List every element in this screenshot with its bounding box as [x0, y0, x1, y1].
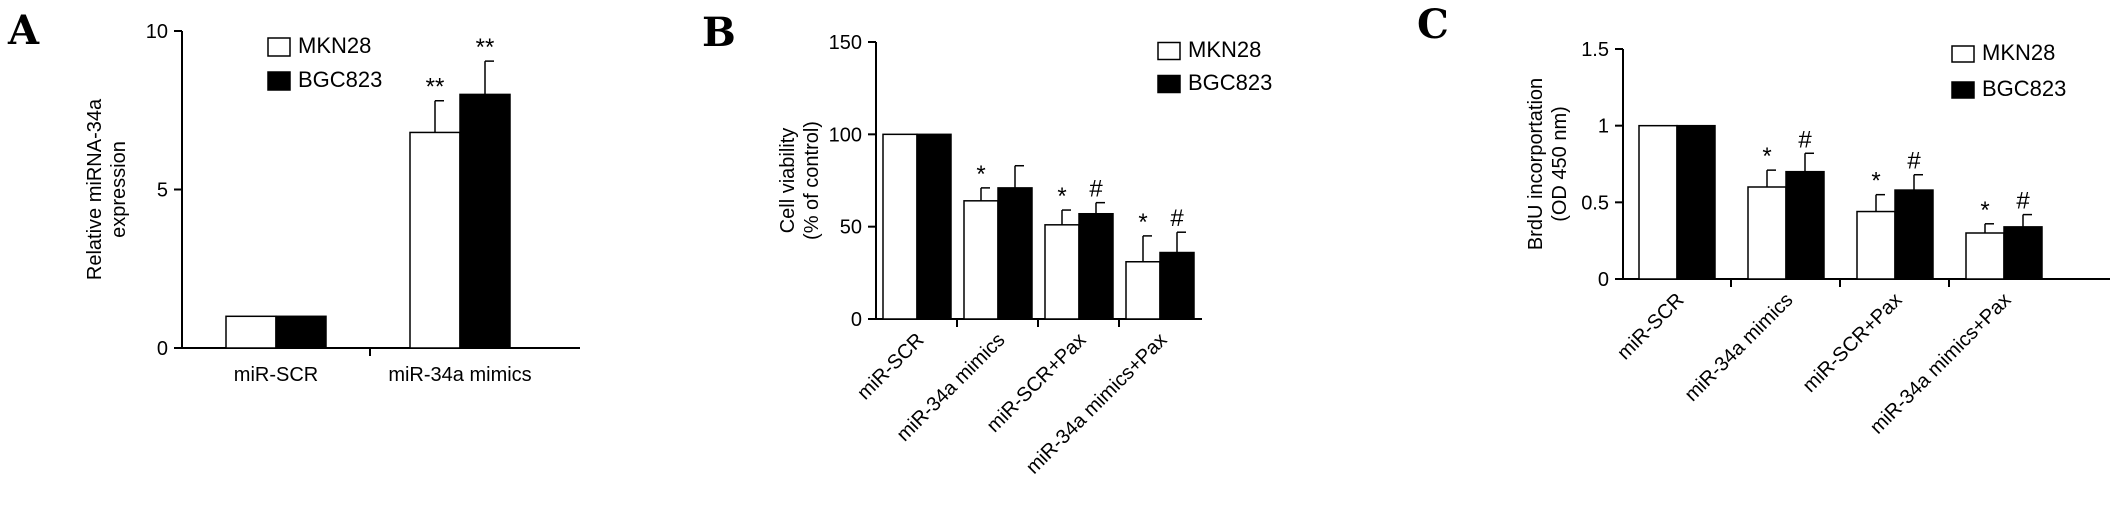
bar-mkn28 — [225, 315, 277, 349]
y-axis-label-line: expression — [108, 141, 130, 238]
legend-swatch-bgc823 — [1157, 74, 1181, 94]
significance-marker: * — [1762, 143, 1771, 170]
bar-mkn28 — [1856, 210, 1896, 280]
y-axis-label: Relative miRNA-34a expression — [84, 98, 130, 280]
bar-bgc823 — [275, 315, 327, 349]
significance-marker: * — [976, 161, 985, 188]
y-tick-label: 0.5 — [1581, 192, 1609, 214]
bar-mkn28 — [963, 200, 999, 320]
y-axis-label-line: Cell viability — [777, 128, 799, 234]
bar-bgc823 — [1894, 189, 1934, 280]
significance-marker: * — [1057, 183, 1066, 210]
y-tick-label: 0 — [851, 309, 862, 331]
significance-marker: # — [1170, 205, 1184, 232]
significance-marker: * — [1138, 209, 1147, 236]
bar-bgc823 — [1676, 124, 1716, 280]
bar-mkn28 — [1965, 232, 2005, 280]
significance-marker: # — [1089, 176, 1103, 203]
legend-label: BGC823 — [1982, 76, 2066, 101]
y-axis-label: BrdU incorportation (OD 450 nm) — [1525, 78, 1571, 250]
legend-swatch-mkn28 — [1157, 41, 1181, 61]
bar-mkn28 — [1638, 124, 1678, 280]
bar-bgc823 — [2003, 226, 2043, 280]
y-axis-label-line: Relative miRNA-34a — [84, 98, 106, 280]
bar-mkn28 — [409, 131, 461, 349]
bar-bgc823 — [1078, 212, 1114, 320]
x-tick-label: miR-34a mimics — [388, 364, 531, 386]
bar-mkn28 — [1125, 261, 1161, 320]
bar-bgc823 — [997, 187, 1033, 320]
y-tick-label: 5 — [157, 180, 168, 202]
legend-label: MKN28 — [298, 33, 371, 58]
legend-label: BGC823 — [298, 67, 382, 92]
y-tick-label: 100 — [829, 124, 862, 146]
significance-marker: * — [1980, 197, 1989, 224]
legend-label: MKN28 — [1982, 40, 2055, 65]
x-tick-label: miR-SCR — [1613, 289, 1688, 364]
significance-marker: * — [1871, 168, 1880, 195]
y-axis-label-line: (OD 450 nm) — [1549, 106, 1571, 222]
y-tick-label: 10 — [146, 21, 168, 43]
panel-b: B 0 50 100 150 Cell viability (% of control) mi… — [702, 9, 1272, 479]
legend-swatch-mkn28 — [1951, 45, 1975, 63]
y-tick-label: 150 — [829, 32, 862, 54]
y-axis-label: Cell viability (% of control) — [777, 121, 823, 240]
legend-label: MKN28 — [1188, 37, 1261, 62]
legend-label: BGC823 — [1188, 70, 1272, 95]
bar-bgc823 — [916, 133, 952, 320]
bar-bgc823 — [1785, 170, 1825, 280]
panel-letter: A — [7, 7, 40, 54]
legend-swatch-bgc823 — [267, 71, 291, 91]
legend-swatch-bgc823 — [1951, 81, 1975, 99]
x-tick-label: miR-SCR — [853, 329, 928, 404]
x-tick-label: miR-SCR — [234, 364, 318, 386]
y-tick-label: 1 — [1598, 116, 1609, 138]
x-tick-label: miR-34a mimics+Pax — [1022, 329, 1172, 479]
panel-c: C 0 0.5 1 1.5 BrdU incorportation (OD 450 nm) m… — [1417, 1, 2110, 439]
y-tick-label: 0 — [157, 338, 168, 360]
y-tick-label: 1.5 — [1581, 39, 1609, 61]
significance-marker: ** — [426, 74, 445, 101]
legend-swatch-mkn28 — [267, 37, 291, 57]
panel-letter: C — [1417, 1, 1449, 48]
y-axis-label-line: (% of control) — [801, 121, 823, 240]
x-tick-label: miR-SCR+Pax — [1799, 289, 1907, 397]
y-axis-label-line: BrdU incorportation — [1525, 78, 1547, 250]
significance-marker: # — [1798, 126, 1812, 153]
significance-marker: # — [2016, 188, 2030, 215]
y-tick-label: 50 — [840, 217, 862, 239]
significance-marker: ** — [476, 34, 495, 61]
bar-bgc823 — [1159, 251, 1195, 320]
x-tick-label: miR-34a mimics — [1681, 289, 1798, 406]
panel-a: A 0 5 10 Relative miRNA-34a expression miR-SCR… — [7, 7, 580, 386]
bar-mkn28 — [882, 133, 918, 320]
significance-marker: # — [1907, 148, 1921, 175]
bar-mkn28 — [1747, 186, 1787, 280]
bar-mkn28 — [1044, 224, 1080, 320]
bar-bgc823 — [459, 93, 511, 349]
panel-letter: B — [702, 9, 736, 56]
y-tick-label: 0 — [1598, 269, 1609, 291]
